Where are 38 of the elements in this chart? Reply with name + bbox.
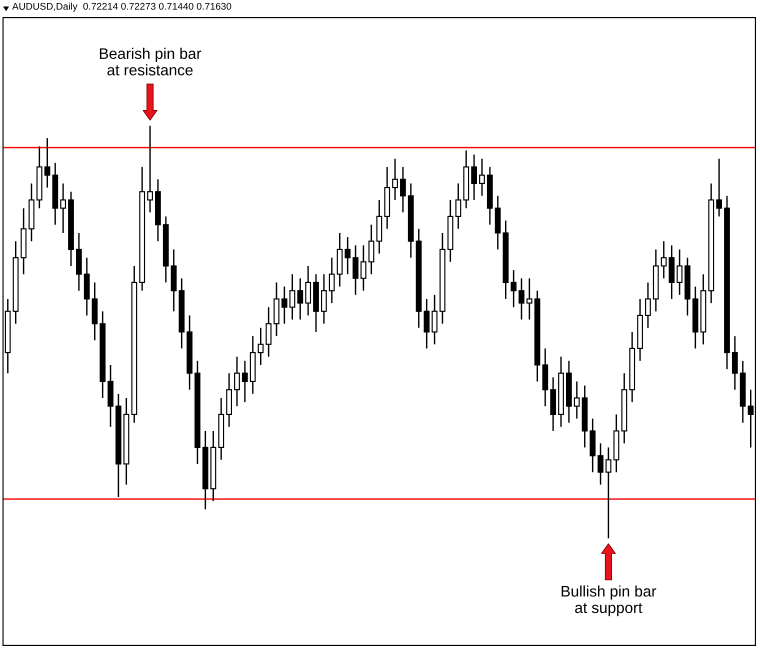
chart-title: AUDUSD,Daily 0.72214 0.72273 0.71440 0.71630 — [12, 2, 232, 12]
candlestick — [289, 274, 296, 320]
text: Bullish pin bar at support — [562, 585, 656, 616]
candlestick — [147, 124, 153, 214]
candlestick — [368, 224, 374, 275]
candlestick — [44, 137, 50, 188]
candlestick — [732, 335, 738, 390]
candlestick — [328, 257, 335, 304]
candlestick — [266, 306, 272, 358]
candlestick — [352, 244, 358, 296]
candlestick — [606, 446, 612, 539]
candlestick — [645, 282, 651, 329]
candlestick — [242, 360, 248, 403]
candlestick — [479, 158, 485, 197]
candlestick — [320, 274, 327, 324]
candlestick — [598, 442, 604, 486]
candlestick — [424, 298, 430, 350]
candlestick — [360, 244, 366, 292]
candlestick — [518, 278, 524, 320]
candlestick — [574, 380, 580, 420]
candlestick — [432, 294, 438, 346]
candlestick — [526, 278, 532, 320]
candlestick — [716, 158, 722, 218]
candlestick — [455, 182, 462, 230]
candlestick — [234, 356, 240, 407]
candlestick — [471, 154, 478, 201]
candlestick — [305, 265, 312, 316]
candlestick — [258, 327, 264, 366]
candlestick — [510, 269, 517, 308]
candlestick — [297, 278, 304, 320]
text: Bearish pin bar at resistance — [100, 48, 202, 76]
candlestick — [400, 166, 406, 214]
candlestick — [60, 182, 66, 234]
candlestick — [660, 240, 667, 280]
candlestick — [392, 158, 398, 201]
candlestick — [676, 248, 682, 296]
candlestick — [344, 236, 351, 275]
candlestick — [281, 286, 288, 324]
